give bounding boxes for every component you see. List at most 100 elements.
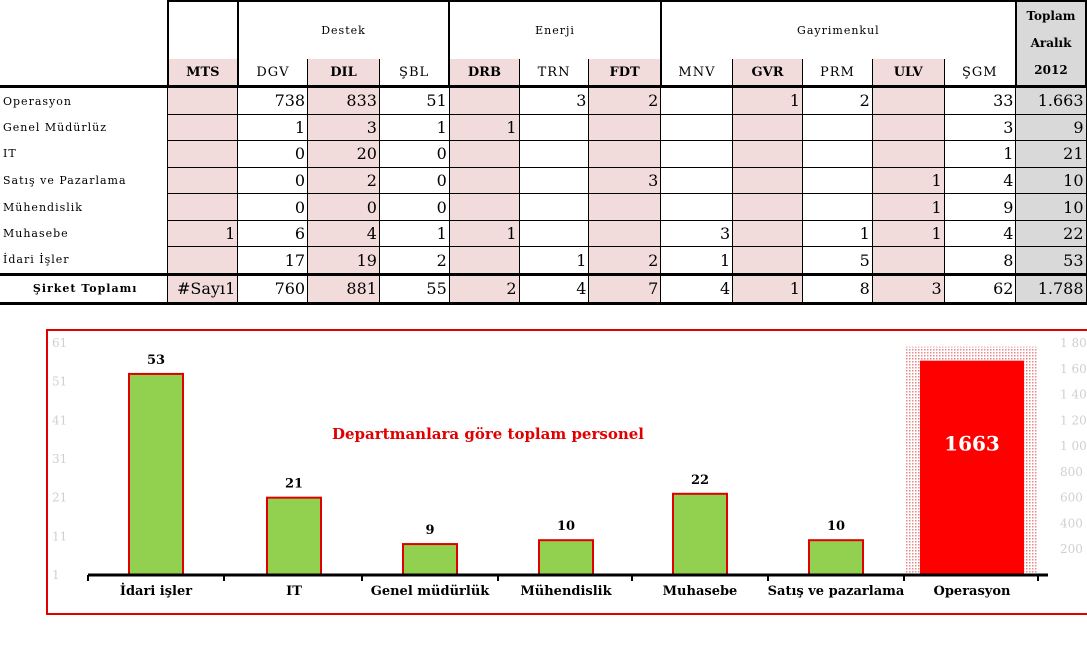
category-label: Operasyon	[934, 584, 1012, 599]
value-cell: 2	[801, 86, 873, 115]
value-cell: 1	[378, 113, 450, 142]
row-label: Genel Müdürlüz	[3, 120, 108, 134]
row-label: Mühendislik	[3, 200, 83, 214]
value-cell: 1	[871, 166, 945, 195]
value-cell	[732, 113, 803, 142]
left-axis-tick: 31	[52, 452, 67, 466]
code-header-6: FDT	[588, 59, 662, 88]
value-cell: 2	[588, 246, 662, 275]
value-cell: 8	[943, 246, 1017, 275]
bar	[538, 539, 594, 576]
value-cell: 20	[307, 140, 380, 168]
value-cell: 4	[943, 166, 1017, 195]
value-cell: 2	[307, 166, 380, 195]
right-axis-tick: 1 600	[1060, 362, 1087, 376]
group-header-destek: Destek	[236, 0, 451, 59]
bar-value-label: 53	[147, 353, 165, 368]
bar-value-label: 10	[557, 519, 575, 534]
row-label: İdari İşler	[3, 253, 70, 267]
total-cell: 10	[1015, 193, 1087, 221]
value-cell	[660, 86, 734, 115]
code-header-3: ŞBL	[378, 59, 451, 88]
value-cell: 1	[801, 219, 873, 248]
value-cell	[588, 113, 662, 142]
code-header-0: MTS	[166, 59, 239, 88]
value-cell	[518, 193, 590, 221]
personnel-table: Destek Enerji Gayrimenkul Toplam Aralık …	[0, 0, 1087, 305]
row-label: IT	[3, 147, 17, 161]
total-cell: 9	[1015, 113, 1087, 142]
value-cell: 3	[660, 219, 734, 248]
bar-value-label: 9	[425, 523, 434, 538]
value-cell	[801, 193, 873, 221]
value-cell	[588, 193, 662, 221]
value-cell: #Sayı1	[167, 272, 239, 305]
value-cell	[448, 140, 520, 168]
value-cell	[448, 193, 520, 221]
code-row-blank	[0, 59, 168, 88]
value-cell	[660, 193, 734, 221]
value-cell: 1	[167, 219, 239, 248]
code-header-10: ULV	[871, 59, 945, 88]
value-cell: 1	[518, 246, 590, 275]
value-cell: 1	[732, 272, 803, 305]
value-cell: 833	[307, 86, 380, 115]
value-cell: 9	[943, 193, 1017, 221]
category-label: Mühendislik	[520, 584, 612, 599]
right-axis-tick: 400	[1060, 516, 1083, 530]
bar	[128, 372, 184, 576]
value-cell	[588, 219, 662, 248]
total-cell: 10	[1015, 166, 1087, 195]
total-header: Toplam Aralık 2012	[1014, 0, 1087, 88]
value-cell: 0	[307, 193, 380, 221]
value-cell: 1	[660, 246, 734, 275]
value-cell: 55	[378, 272, 450, 305]
row-label: Muhasebe	[3, 227, 69, 241]
mts-header-top	[166, 0, 239, 59]
value-cell	[588, 140, 662, 168]
value-cell: 760	[237, 272, 309, 305]
value-cell: 2	[378, 246, 450, 275]
value-cell: 4	[660, 272, 734, 305]
value-cell: 3	[943, 113, 1017, 142]
value-cell	[660, 166, 734, 195]
chart-title: Departmanlara göre toplam personel	[332, 425, 644, 443]
value-cell	[732, 166, 803, 195]
value-cell: 51	[378, 86, 450, 115]
value-cell	[167, 140, 239, 168]
value-cell: 4	[943, 219, 1017, 248]
value-cell: 4	[518, 272, 590, 305]
category-label: İdari işler	[120, 583, 192, 599]
value-cell	[167, 86, 239, 115]
total-cell: 21	[1015, 140, 1087, 168]
code-header-2: DIL	[307, 59, 380, 88]
value-cell	[871, 113, 945, 142]
value-cell	[167, 166, 239, 195]
bar-value-label: 22	[691, 473, 709, 488]
value-cell: 33	[943, 86, 1017, 115]
total-cell: 1.663	[1015, 86, 1087, 115]
bar-value-label: 10	[827, 519, 845, 534]
value-cell: 1	[448, 219, 520, 248]
value-cell: 8	[801, 272, 873, 305]
value-cell	[801, 140, 873, 168]
total-cell: 22	[1015, 219, 1087, 248]
value-cell	[660, 140, 734, 168]
value-cell: 0	[378, 193, 450, 221]
category-label: Genel müdürlük	[371, 584, 491, 599]
value-cell: 738	[237, 86, 309, 115]
value-cell: 3	[588, 166, 662, 195]
category-label: Satış ve pazarlama	[768, 584, 905, 599]
value-cell: 1	[378, 219, 450, 248]
value-cell	[871, 246, 945, 275]
value-cell	[732, 140, 803, 168]
value-cell	[801, 166, 873, 195]
value-cell: 0	[237, 193, 309, 221]
left-axis-tick: 51	[52, 375, 67, 389]
value-cell: 17	[237, 246, 309, 275]
value-cell: 1	[943, 140, 1017, 168]
value-cell: 1	[871, 193, 945, 221]
value-cell	[448, 86, 520, 115]
category-label: Muhasebe	[663, 584, 738, 599]
right-axis-tick: 200	[1060, 542, 1083, 556]
